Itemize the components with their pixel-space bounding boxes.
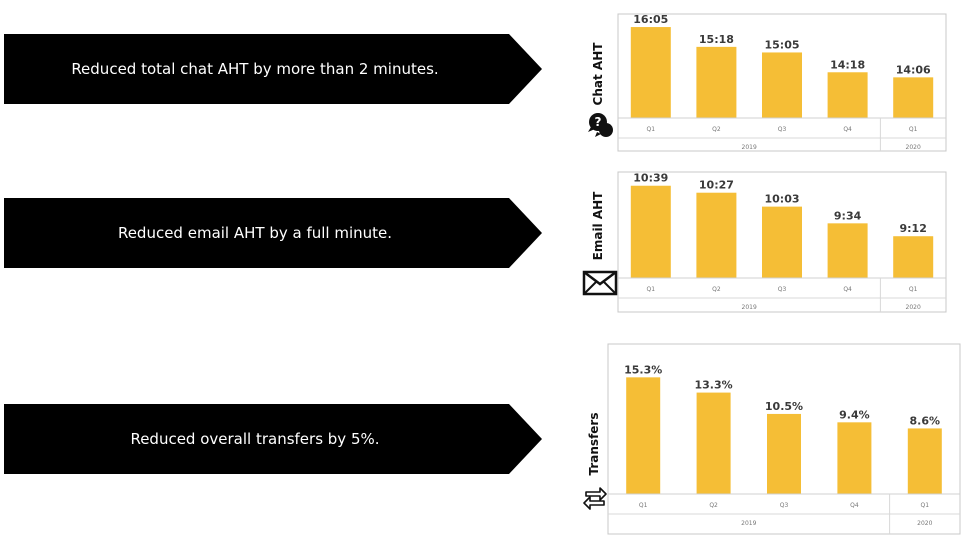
- x-tick-label: Q1: [909, 126, 918, 133]
- data-label: 9:34: [834, 209, 862, 222]
- data-label: 15:18: [699, 33, 734, 46]
- bar: [893, 236, 934, 278]
- data-label: 13.3%: [695, 379, 733, 392]
- chat-question-icon: ?: [588, 113, 613, 137]
- bar: [762, 52, 802, 118]
- email-aht-chart: Email AHT 10:39 Q1 10:27 Q2 10:03 Q3 9:34 Q4 9:12…: [582, 171, 947, 313]
- y-axis-label: Transfers: [587, 413, 601, 476]
- svg-text:?: ?: [595, 115, 602, 129]
- x-tick-label: Q1: [647, 286, 656, 293]
- data-label: 15.3%: [624, 363, 662, 376]
- x-group-label: 2019: [742, 304, 757, 311]
- bar: [767, 413, 801, 494]
- y-axis-label: Chat AHT: [591, 42, 605, 106]
- x-tick-label: Q1: [639, 502, 648, 509]
- x-tick-label: Q2: [709, 502, 718, 509]
- callout-arrow-transfers: Reduced overall transfers by 5%.: [4, 404, 542, 474]
- x-group-label: 2020: [906, 304, 921, 311]
- data-label: 10:39: [633, 172, 668, 185]
- bar: [827, 72, 868, 118]
- data-label: 14:06: [896, 63, 931, 76]
- data-label: 9.4%: [839, 408, 870, 421]
- data-label: 16:05: [633, 13, 668, 26]
- data-label: 10:03: [764, 193, 799, 206]
- x-tick-label: Q3: [778, 126, 787, 133]
- x-tick-label: Q3: [778, 286, 787, 293]
- data-label: 15:05: [764, 38, 799, 51]
- y-axis-label: Email AHT: [591, 191, 605, 261]
- x-tick-label: Q2: [712, 126, 721, 133]
- x-tick-label: Q4: [843, 126, 852, 133]
- callout-arrow-email: Reduced email AHT by a full minute.: [4, 198, 542, 268]
- x-tick-label: Q1: [909, 286, 918, 293]
- bar: [630, 27, 671, 119]
- bar: [837, 422, 872, 494]
- data-label: 10.5%: [765, 400, 803, 413]
- bar: [907, 428, 942, 494]
- x-tick-label: Q4: [850, 502, 859, 509]
- transfers-chart: Transfers 15.3% Q1 13.3% Q2 10.5% Q3 9.4% Q4 8.6%…: [583, 343, 961, 535]
- data-label: 14:18: [830, 58, 865, 71]
- bar: [762, 206, 802, 278]
- x-tick-label: Q2: [712, 286, 721, 293]
- bar: [696, 46, 737, 118]
- bar: [630, 185, 671, 278]
- callout-text-chat: Reduced total chat AHT by more than 2 mi…: [71, 60, 439, 78]
- chat-aht-chart: Chat AHT 16:05 Q1 15:18 Q2 15:05 Q3 14:18 Q4 14:0…: [588, 13, 947, 152]
- bar: [696, 392, 731, 494]
- envelope-icon: [582, 270, 618, 296]
- x-tick-label: Q1: [647, 126, 656, 133]
- bar: [626, 377, 661, 494]
- swap-arrows-icon: [583, 487, 607, 510]
- callout-text-email: Reduced email AHT by a full minute.: [117, 224, 393, 242]
- x-tick-label: Q1: [921, 502, 930, 509]
- data-label: 9:12: [900, 222, 927, 235]
- x-group-label: 2020: [906, 144, 921, 151]
- callout-arrow-chat: Reduced total chat AHT by more than 2 mi…: [4, 34, 542, 104]
- x-group-label: 2019: [742, 144, 757, 151]
- x-tick-label: Q4: [843, 286, 852, 293]
- bar: [696, 192, 737, 278]
- x-tick-label: Q3: [780, 502, 789, 509]
- data-label: 8.6%: [910, 414, 941, 427]
- x-group-label: 2019: [741, 520, 756, 527]
- callout-text-transfers: Reduced overall transfers by 5%.: [130, 430, 380, 448]
- x-group-label: 2020: [917, 520, 932, 527]
- data-label: 10:27: [699, 179, 734, 192]
- bar: [893, 77, 934, 118]
- bar: [827, 223, 868, 278]
